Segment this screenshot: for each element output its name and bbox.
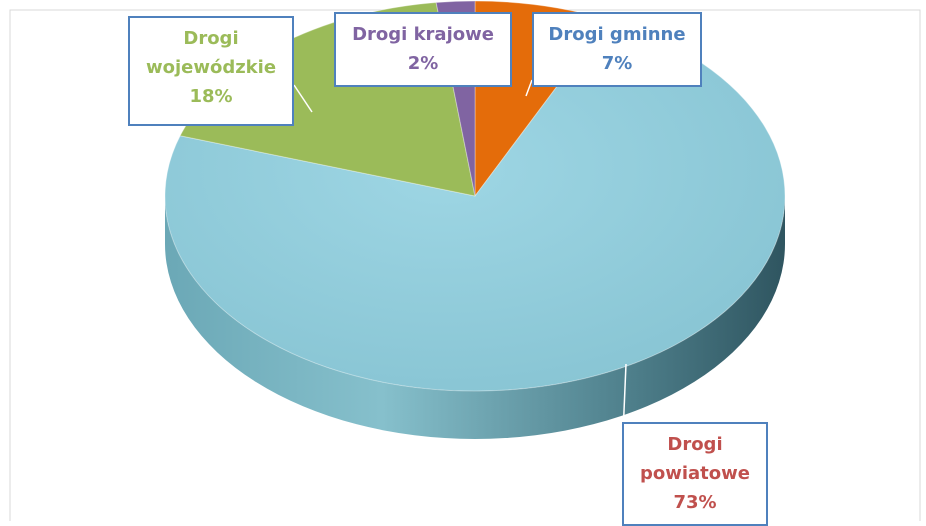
label-value: 7%: [601, 53, 633, 74]
pie-side: [165, 196, 785, 439]
leader-wojewodzkie: [293, 84, 313, 113]
label-line: wojewódzkie: [145, 57, 277, 78]
label-drogi-wojewodzkie: Drogi wojewódzkie 18%: [128, 16, 294, 126]
label-value: 73%: [673, 492, 717, 513]
slice-drogi-powiatowe: [164, 18, 786, 392]
label-line: Drogi gminne: [548, 24, 686, 45]
label-line: Drogi krajowe: [352, 24, 494, 45]
label-drogi-krajowe: Drogi krajowe 2%: [334, 12, 512, 87]
leader-gminne: [525, 79, 533, 97]
label-value: 2%: [407, 53, 439, 74]
label-drogi-gminne: Drogi gminne 7%: [532, 12, 702, 87]
pie-side-wall: [165, 196, 785, 439]
label-line: Drogi: [183, 28, 239, 49]
label-line: powiatowe: [639, 463, 750, 484]
label-drogi-powiatowe: Drogi powiatowe 73%: [622, 422, 768, 526]
label-line: Drogi: [667, 434, 723, 455]
label-value: 18%: [189, 86, 233, 107]
